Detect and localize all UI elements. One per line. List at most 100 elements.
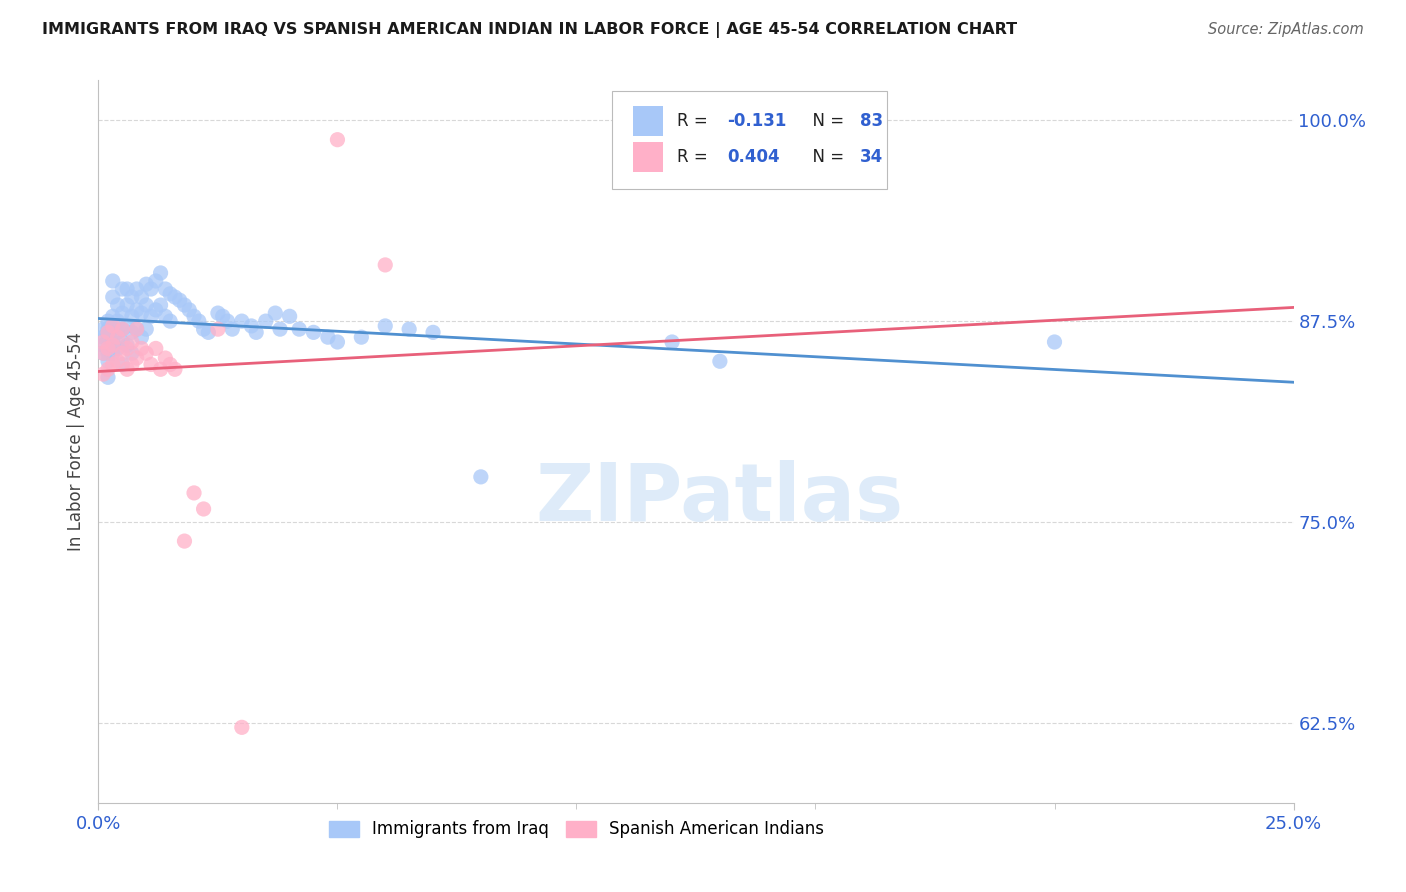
Point <box>107 314 129 328</box>
Point <box>155 282 177 296</box>
Text: R =: R = <box>676 112 713 129</box>
Point <box>302 326 325 340</box>
Point <box>91 346 114 360</box>
Point <box>155 310 177 324</box>
Point <box>121 334 143 349</box>
Point <box>374 258 396 272</box>
Point <box>111 306 134 320</box>
Text: R =: R = <box>676 148 713 166</box>
Point <box>1043 334 1066 349</box>
Point <box>326 133 349 147</box>
Point <box>470 470 492 484</box>
Point <box>101 290 124 304</box>
Point <box>398 322 420 336</box>
Point <box>121 326 143 340</box>
Point <box>187 314 209 328</box>
Point <box>97 354 120 368</box>
Point <box>111 358 134 372</box>
Point <box>101 334 124 349</box>
Point <box>91 330 114 344</box>
Point <box>125 322 148 336</box>
Point <box>115 338 138 352</box>
Point <box>107 342 129 356</box>
Point <box>115 342 138 356</box>
Point <box>107 298 129 312</box>
Point <box>125 351 148 365</box>
Point <box>91 334 114 349</box>
Point <box>163 362 186 376</box>
Text: N =: N = <box>803 112 849 129</box>
Text: N =: N = <box>803 148 849 166</box>
FancyBboxPatch shape <box>633 105 662 136</box>
Point <box>121 310 143 324</box>
Point <box>422 326 444 340</box>
Point <box>211 310 233 324</box>
Text: IMMIGRANTS FROM IRAQ VS SPANISH AMERICAN INDIAN IN LABOR FORCE | AGE 45-54 CORRE: IMMIGRANTS FROM IRAQ VS SPANISH AMERICAN… <box>42 22 1018 38</box>
Point <box>217 314 239 328</box>
Point <box>288 322 311 336</box>
Point <box>125 282 148 296</box>
Text: ZIPatlas: ZIPatlas <box>536 460 904 539</box>
Text: -0.131: -0.131 <box>727 112 786 129</box>
Point <box>374 318 396 333</box>
Point <box>101 358 124 372</box>
Point <box>101 338 124 352</box>
Text: Source: ZipAtlas.com: Source: ZipAtlas.com <box>1208 22 1364 37</box>
Point <box>91 322 114 336</box>
Point <box>135 322 157 336</box>
Point <box>169 293 191 308</box>
Point <box>245 326 267 340</box>
Point <box>145 342 167 356</box>
Point <box>135 346 157 360</box>
Point <box>97 370 120 384</box>
Point <box>101 310 124 324</box>
Point <box>97 314 120 328</box>
Point <box>111 322 134 336</box>
Point <box>661 334 683 349</box>
Point <box>131 306 153 320</box>
Point <box>207 306 229 320</box>
Point <box>264 306 287 320</box>
Point <box>107 354 129 368</box>
Point <box>101 318 124 333</box>
Point <box>709 354 731 368</box>
Legend: Immigrants from Iraq, Spanish American Indians: Immigrants from Iraq, Spanish American I… <box>322 814 831 845</box>
Point <box>139 358 162 372</box>
Point <box>145 302 167 317</box>
Point <box>173 298 195 312</box>
Point <box>231 720 253 734</box>
Point <box>131 330 153 344</box>
Point <box>231 314 253 328</box>
Point <box>107 330 129 344</box>
Point <box>159 358 181 372</box>
Point <box>111 322 134 336</box>
Point <box>326 334 349 349</box>
Point <box>155 351 177 365</box>
Point <box>97 346 120 360</box>
Point <box>145 274 167 288</box>
Point <box>121 346 143 360</box>
Point <box>135 298 157 312</box>
Point <box>139 310 162 324</box>
Point <box>163 290 186 304</box>
Point <box>91 367 114 381</box>
Point <box>193 322 215 336</box>
Point <box>125 302 148 317</box>
Point <box>115 318 138 333</box>
Text: 34: 34 <box>859 148 883 166</box>
Point <box>269 322 291 336</box>
Point <box>159 286 181 301</box>
Point <box>179 302 201 317</box>
Point <box>111 334 134 349</box>
Point <box>149 362 172 376</box>
Point <box>111 346 134 360</box>
Point <box>107 326 129 340</box>
Point <box>121 358 143 372</box>
Y-axis label: In Labor Force | Age 45-54: In Labor Force | Age 45-54 <box>66 332 84 551</box>
Point <box>125 322 148 336</box>
Point <box>97 362 120 376</box>
Point <box>115 298 138 312</box>
Point <box>115 362 138 376</box>
Point <box>240 318 263 333</box>
Point <box>135 277 157 292</box>
